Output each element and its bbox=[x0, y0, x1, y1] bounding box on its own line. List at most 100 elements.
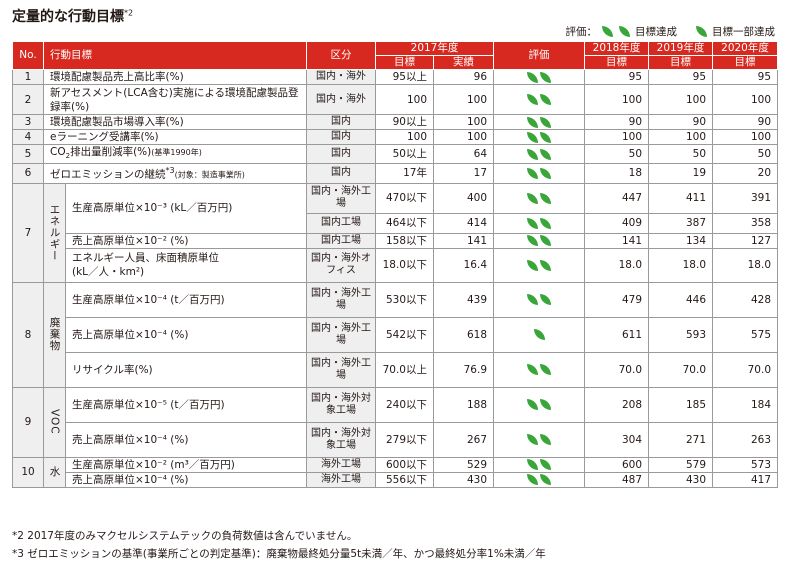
target-cell: 100 bbox=[375, 129, 434, 145]
legend-partial-label: 目標一部達成 bbox=[712, 26, 775, 38]
title-text: 定量的な行動目標 bbox=[12, 9, 124, 25]
area-cell: 海外工場 bbox=[306, 471, 376, 488]
goal-cell: 売上高原単位×10⁻⁴ (%) bbox=[65, 471, 307, 488]
eval-cell bbox=[493, 143, 586, 165]
goal-cell: 売上高原単位×10⁻² (%) bbox=[65, 232, 307, 249]
leaf-icon bbox=[527, 434, 539, 446]
goal-note: (基準1990年) bbox=[151, 148, 202, 157]
legend-achieved-label: 目標達成 bbox=[635, 26, 677, 38]
target-cell: 50以上 bbox=[375, 143, 434, 165]
result-cell: 400 bbox=[432, 182, 495, 214]
target-cell: 95以上 bbox=[375, 69, 434, 85]
target-2019-cell: 446 bbox=[648, 281, 714, 318]
area-cell: 国内・海外工場 bbox=[306, 281, 376, 318]
eval-cell bbox=[493, 471, 586, 488]
table-row: 売上高原単位×10⁻⁴ (%) 国内・海外工場 542以下 618 611 59… bbox=[13, 316, 779, 353]
header-area: 区分 bbox=[306, 41, 376, 70]
target-2019-cell: 100 bbox=[648, 84, 714, 115]
target-2018-cell: 100 bbox=[584, 129, 650, 145]
eval-cell bbox=[493, 182, 586, 214]
leaf-icon bbox=[540, 294, 552, 306]
area-cell: 国内 bbox=[306, 143, 376, 165]
area-cell: 国内・海外対象工場 bbox=[306, 421, 376, 458]
eval-cell bbox=[493, 129, 586, 145]
target-2018-cell: 479 bbox=[584, 281, 650, 318]
area-cell: 国内 bbox=[306, 129, 376, 145]
result-cell: 17 bbox=[432, 163, 495, 184]
row-no: 7 bbox=[12, 182, 44, 283]
result-cell: 618 bbox=[432, 316, 495, 353]
target-cell: 279以下 bbox=[375, 421, 434, 458]
target-2019-cell: 19 bbox=[648, 163, 714, 184]
table-row: 6 ゼロエミッションの継続*3(対象：製造事業所) 国内 17年 17 18 1… bbox=[12, 163, 779, 184]
header-no: No. bbox=[12, 41, 44, 70]
target-2020-cell: 358 bbox=[712, 212, 779, 234]
table-row: 7 エネルギー 生産高原単位×10⁻³ (kL／百万円) 国内・海外工場 470… bbox=[12, 182, 779, 283]
goal-text: エネルギー人員、床面積原単位 bbox=[72, 252, 219, 265]
goal-cell: ゼロエミッションの継続*3(対象：製造事業所) bbox=[43, 163, 307, 184]
target-cell: 70.0以上 bbox=[375, 351, 434, 388]
row-no: 9 bbox=[12, 386, 44, 458]
target-2018-cell: 50 bbox=[584, 143, 650, 165]
result-cell: 529 bbox=[432, 456, 495, 473]
target-2020-cell: 417 bbox=[712, 471, 779, 488]
leaf-icon bbox=[527, 148, 539, 160]
target-cell: 600以下 bbox=[375, 456, 434, 473]
row-no: 1 bbox=[12, 69, 44, 85]
target-cell: 18.0以下 bbox=[375, 247, 434, 283]
area-cell: 国内・海外オフィス bbox=[306, 247, 376, 283]
table-row: 10 水 生産高原単位×10⁻² (m³／百万円) 海外工場 600以下 529… bbox=[12, 456, 779, 488]
area-cell: 海外工場 bbox=[306, 456, 376, 473]
eval-cell bbox=[493, 232, 586, 249]
area-cell: 国内工場 bbox=[306, 232, 376, 249]
leaf-icon bbox=[527, 364, 539, 376]
goal-cell: 新アセスメント(LCA含む)実施による環境配慮製品登録率(%) bbox=[43, 84, 307, 115]
eval-cell bbox=[493, 84, 586, 115]
eval-cell bbox=[493, 386, 586, 423]
target-2018-cell: 487 bbox=[584, 471, 650, 488]
eval-cell bbox=[493, 316, 586, 353]
header-target-2018: 目標 bbox=[584, 55, 650, 70]
leaf-icon bbox=[619, 26, 630, 37]
legend-prefix: 評価： bbox=[565, 26, 598, 38]
goal-cell: エネルギー人員、床面積原単位 (kL／人・km²) bbox=[65, 247, 307, 283]
target-2019-cell: 411 bbox=[648, 182, 714, 214]
target-cell: 464以下 bbox=[375, 212, 434, 234]
footnote-3: *3 ゼロエミッションの基準(事業所ごとの判定基準)：廃棄物最終処分量5t未満／… bbox=[12, 548, 546, 560]
target-2018-cell: 600 bbox=[584, 456, 650, 473]
leaf-icon bbox=[527, 116, 539, 128]
header-fy2017: 2017年度 bbox=[374, 41, 495, 56]
leaf-icon bbox=[527, 217, 539, 229]
target-2019-cell: 185 bbox=[648, 386, 714, 423]
target-cell: 100 bbox=[375, 84, 434, 115]
table-row: 2 新アセスメント(LCA含む)実施による環境配慮製品登録率(%) 国内・海外 … bbox=[12, 84, 779, 115]
leaf-icon bbox=[527, 459, 539, 471]
leaf-icon bbox=[540, 192, 552, 204]
page-title: 定量的な行動目標*2 bbox=[12, 6, 133, 26]
result-cell: 16.4 bbox=[432, 247, 495, 283]
target-2018-cell: 304 bbox=[584, 421, 650, 458]
target-2019-cell: 90 bbox=[648, 114, 714, 130]
target-2019-cell: 430 bbox=[648, 471, 714, 488]
target-2018-cell: 70.0 bbox=[584, 351, 650, 388]
table-row: 1 環境配慮製品売上高比率(%) 国内・海外 95以上 96 95 95 95 bbox=[12, 69, 779, 85]
leaf-icon bbox=[540, 71, 552, 83]
target-2019-cell: 134 bbox=[648, 232, 714, 249]
header-target-2017: 目標 bbox=[375, 55, 434, 70]
goal-text: ゼロエミッションの継続 bbox=[50, 168, 166, 181]
goal-text: 排出量削減率(%) bbox=[70, 146, 152, 158]
result-cell: 100 bbox=[432, 114, 495, 130]
table-row: 9 VOC 生産高原単位×10⁻⁵ (t／百万円) 国内・海外対象工場 240以… bbox=[12, 386, 779, 458]
target-2020-cell: 184 bbox=[712, 386, 779, 423]
eval-cell bbox=[493, 69, 586, 85]
goal-cell: 生産高原単位×10⁻⁵ (t／百万円) bbox=[65, 386, 307, 423]
group-label-voc: VOC bbox=[43, 386, 66, 458]
table-row: 8 廃棄物 生産高原単位×10⁻⁴ (t／百万円) 国内・海外工場 530以下 … bbox=[12, 281, 779, 388]
leaf-icon bbox=[540, 94, 552, 105]
eval-cell bbox=[493, 281, 586, 318]
target-cell: 90以上 bbox=[375, 114, 434, 130]
leaf-icon bbox=[540, 131, 552, 143]
target-2020-cell: 50 bbox=[712, 143, 779, 165]
target-2018-cell: 90 bbox=[584, 114, 650, 130]
